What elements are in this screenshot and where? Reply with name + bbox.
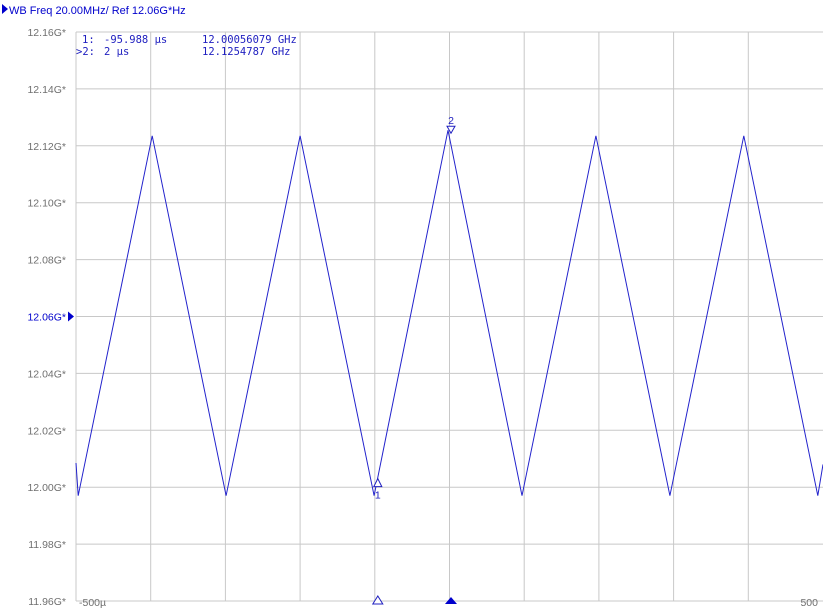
markers: 12 [371,115,457,605]
readout-1-freq: 12.00056079 GHz [202,34,297,46]
y-tick-label: 12.02G* [27,425,66,437]
readout-1-time: -95.988 µs [104,34,167,46]
x-tick-left: -500µ [79,597,106,609]
channel-indicator-icon[interactable] [2,4,8,14]
y-tick-label: 12.06G* [27,312,66,324]
readout-2-prefix: >2: [76,46,95,58]
y-tick-label: 12.16G* [27,27,66,39]
marker-readout: 1: -95.988 µs 12.00056079 GHz >2: 2 µs 1… [76,34,297,58]
y-tick-label: 11.98G* [28,539,66,551]
x-axis-ticks: -500µ 500 [79,597,818,609]
x-tick-right: 500 [800,597,818,609]
readout-2-time: 2 µs [104,46,129,58]
trace-line [75,130,823,496]
marker-2-label: 2 [448,115,454,127]
readout-1-prefix: 1: [82,34,95,46]
y-tick-label: 12.12G* [27,141,66,153]
marker-2-axis-icon[interactable] [444,597,457,604]
chart-title: WB Freq 20.00MHz/ Ref 12.06G*Hz [9,5,186,17]
y-axis-ticks: 12.16G* 12.14G* 12.12G* 12.10G* 12.08G* 12.06… [27,27,66,608]
marker-1-symbol[interactable] [372,477,383,488]
traces [75,130,823,496]
y-tick-label: 12.00G* [27,482,66,494]
y-tick-label: 12.14G* [27,84,66,96]
marker-1-axis-icon[interactable] [371,595,384,605]
y-tick-label: 12.08G* [27,255,66,267]
reference-level-marker-icon[interactable] [68,311,74,322]
y-tick-label: 11.96G* [28,596,66,608]
y-tick-label: 12.04G* [27,368,66,380]
readout-2-freq: 12.1254787 GHz [202,46,291,58]
marker-2-symbol[interactable] [446,125,456,135]
marker-1-label: 1 [375,490,381,502]
y-tick-label: 12.10G* [27,198,66,210]
